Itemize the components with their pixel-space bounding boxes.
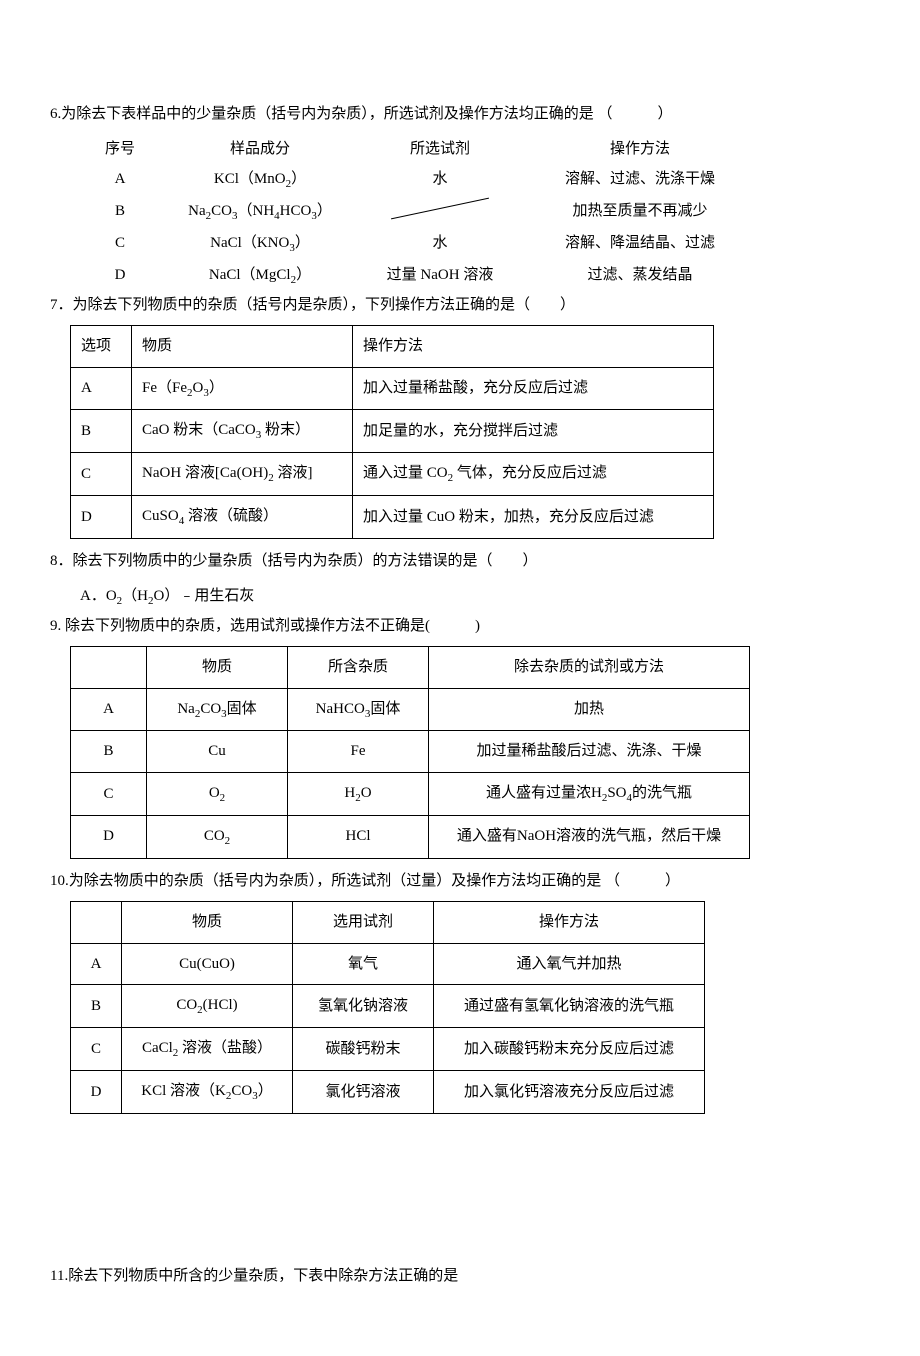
- q7-cell: A: [71, 367, 132, 410]
- q9-cell: HCl: [288, 815, 429, 858]
- q6-key: C: [80, 229, 160, 259]
- q6-reagent: 水: [360, 165, 520, 195]
- q7-header: 选项: [71, 326, 132, 368]
- q6-sample: KCl（MnO2）: [160, 165, 360, 195]
- q6-key: D: [80, 261, 160, 291]
- q10-cell: A: [71, 943, 122, 985]
- q7-cell: CuSO4 溶液（硫酸）: [132, 496, 353, 539]
- q10-cell: 氯化钙溶液: [293, 1070, 434, 1113]
- q9-cell: NaHCO3固体: [288, 688, 429, 731]
- q7-header: 操作方法: [353, 326, 714, 368]
- q6-stem: 6.为除去下表样品中的少量杂质（括号内为杂质），所选试剂及操作方法均正确的是 （…: [50, 100, 870, 129]
- q9-cell: O2: [147, 772, 288, 815]
- q6-reagent: 水: [360, 229, 520, 259]
- q10-cell: CO2(HCl): [122, 985, 293, 1028]
- q9-cell: 加过量稀盐酸后过滤、洗涤、干燥: [429, 731, 750, 773]
- q7-cell: C: [71, 453, 132, 496]
- q9-cell: B: [71, 731, 147, 773]
- q7-cell: B: [71, 410, 132, 453]
- q6-sample: NaCl（KNO3）: [160, 229, 360, 259]
- q9-header: 除去杂质的试剂或方法: [429, 647, 750, 689]
- q9-cell: D: [71, 815, 147, 858]
- q10-cell: B: [71, 985, 122, 1028]
- q10-cell: 加入氯化钙溶液充分反应后过滤: [434, 1070, 705, 1113]
- q7-table: 选项物质操作方法 AFe（Fe2O3）加入过量稀盐酸，充分反应后过滤 BCaO 粉末…: [70, 325, 714, 539]
- q6-table: 序号 样品成分 所选试剂 操作方法 AKCl（MnO2）水溶解、过滤、洗涤干燥B…: [80, 135, 870, 291]
- q9-cell: 通入盛有NaOH溶液的洗气瓶，然后干燥: [429, 815, 750, 858]
- q6-key: B: [80, 197, 160, 227]
- q9-cell: A: [71, 688, 147, 731]
- q10-stem: 10.为除去物质中的杂质（括号内为杂质），所选试剂（过量）及操作方法均正确的是 …: [50, 867, 870, 896]
- q7-cell: 通入过量 CO2 气体，充分反应后过滤: [353, 453, 714, 496]
- q10-header: [71, 902, 122, 944]
- q9-cell: Fe: [288, 731, 429, 773]
- q7-cell: 加入过量稀盐酸，充分反应后过滤: [353, 367, 714, 410]
- q9-cell: Cu: [147, 731, 288, 773]
- slash-icon: [390, 197, 490, 219]
- q7-header: 物质: [132, 326, 353, 368]
- q10-table: 物质选用试剂操作方法 ACu(CuO)氧气通入氧气并加热 BCO2(HCl)氢氧化钠…: [70, 901, 705, 1114]
- q10-cell: 通过盛有氢氧化钠溶液的洗气瓶: [434, 985, 705, 1028]
- q6-method: 溶解、降温结晶、过滤: [520, 229, 760, 259]
- q6-method: 加热至质量不再减少: [520, 197, 760, 227]
- q7-cell: Fe（Fe2O3）: [132, 367, 353, 410]
- q9-cell: 加热: [429, 688, 750, 731]
- q7-cell: D: [71, 496, 132, 539]
- q10-cell: CaCl2 溶液（盐酸）: [122, 1028, 293, 1071]
- q6-method: 溶解、过滤、洗涤干燥: [520, 165, 760, 195]
- q10-cell: KCl 溶液（K2CO3）: [122, 1070, 293, 1113]
- q10-cell: Cu(CuO): [122, 943, 293, 985]
- q9-cell: H2O: [288, 772, 429, 815]
- q11-stem: 11.除去下列物质中所含的少量杂质，下表中除杂方法正确的是: [50, 1262, 870, 1291]
- q10-cell: 加入碳酸钙粉末充分反应后过滤: [434, 1028, 705, 1071]
- q7-stem: 7．为除去下列物质中的杂质（括号内是杂质），下列操作方法正确的是（ ）: [50, 291, 870, 320]
- q7-cell: 加入过量 CuO 粉末，加热，充分反应后过滤: [353, 496, 714, 539]
- q9-header: [71, 647, 147, 689]
- q10-cell: D: [71, 1070, 122, 1113]
- q10-cell: 氢氧化钠溶液: [293, 985, 434, 1028]
- q10-header: 物质: [122, 902, 293, 944]
- q9-cell: Na2CO3固体: [147, 688, 288, 731]
- q9-cell: CO2: [147, 815, 288, 858]
- q9-cell: 通人盛有过量浓H2SO4的洗气瓶: [429, 772, 750, 815]
- q9-header: 物质: [147, 647, 288, 689]
- q6-method: 过滤、蒸发结晶: [520, 261, 760, 291]
- q10-header: 选用试剂: [293, 902, 434, 944]
- q6-sample: Na2CO3（NH4HCO3）: [160, 197, 360, 227]
- q6-sample: NaCl（MgCl2）: [160, 261, 360, 291]
- q10-cell: C: [71, 1028, 122, 1071]
- q7-cell: NaOH 溶液[Ca(OH)2 溶液]: [132, 453, 353, 496]
- q6-h3: 操作方法: [520, 135, 760, 164]
- q10-cell: 碳酸钙粉末: [293, 1028, 434, 1071]
- q10-header: 操作方法: [434, 902, 705, 944]
- q8-stem: 8．除去下列物质中的少量杂质（括号内为杂质）的方法错误的是（ ）: [50, 547, 870, 576]
- q9-cell: C: [71, 772, 147, 815]
- q6-h1: 样品成分: [160, 135, 360, 164]
- q9-stem: 9. 除去下列物质中的杂质，选用试剂或操作方法不正确是( ): [50, 612, 870, 641]
- q8-options: A．O2（H2O）﹣用生石灰: [80, 582, 870, 612]
- q10-cell: 氧气: [293, 943, 434, 985]
- q7-cell: CaO 粉末（CaCO3 粉末）: [132, 410, 353, 453]
- q6-key: A: [80, 165, 160, 195]
- q6-reagent: [360, 197, 520, 227]
- q10-cell: 通入氧气并加热: [434, 943, 705, 985]
- q7-cell: 加足量的水，充分搅拌后过滤: [353, 410, 714, 453]
- q9-header: 所含杂质: [288, 647, 429, 689]
- q9-table: 物质所含杂质除去杂质的试剂或方法 ANa2CO3固体NaHCO3固体加热 BCuFe…: [70, 646, 750, 859]
- q6-h0: 序号: [80, 135, 160, 164]
- q6-h2: 所选试剂: [360, 135, 520, 164]
- q6-reagent: 过量 NaOH 溶液: [360, 261, 520, 291]
